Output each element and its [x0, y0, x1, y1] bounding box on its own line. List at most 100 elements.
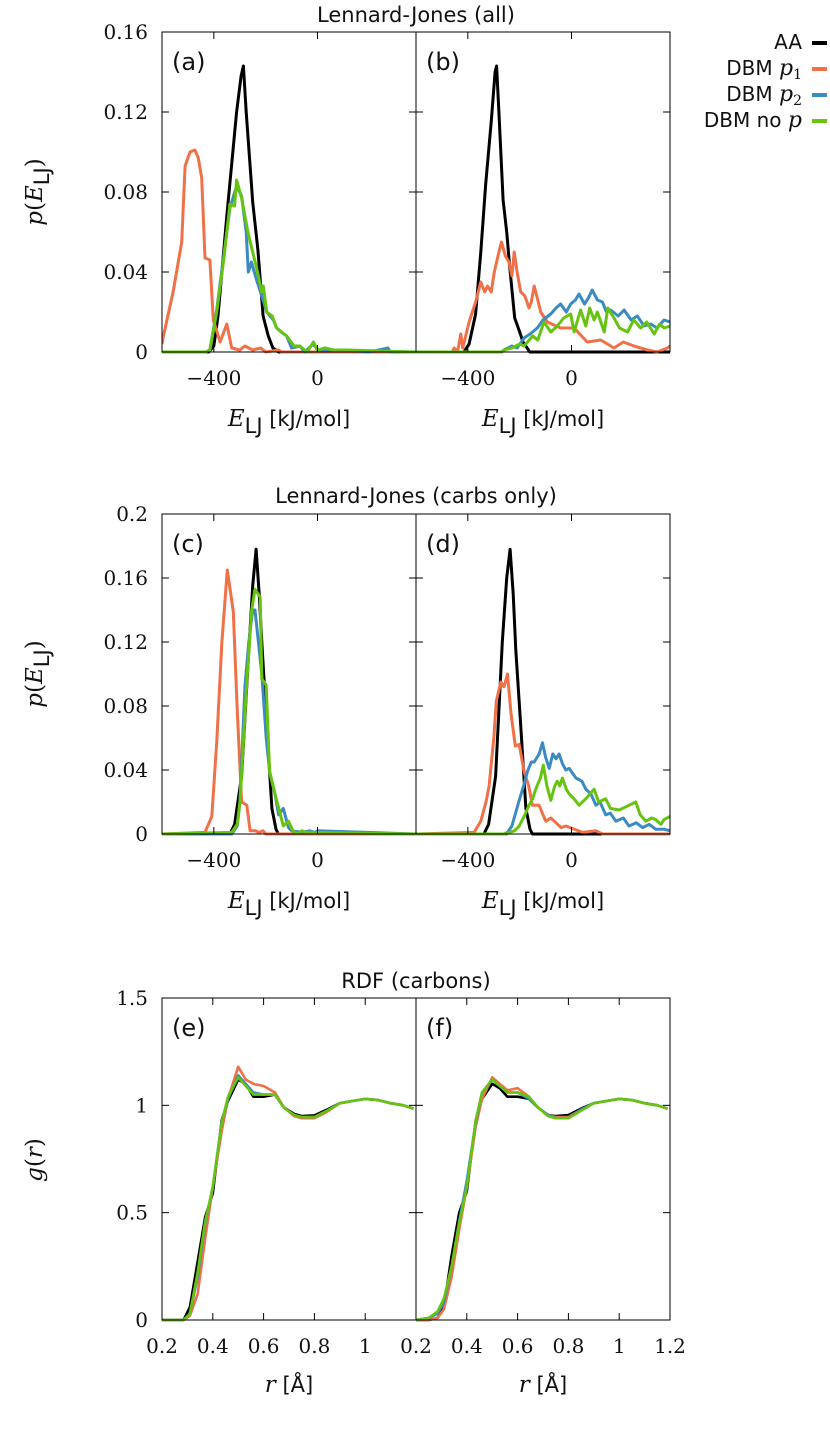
title-rdf: RDF (carbons) — [341, 969, 490, 993]
x-axis-label: ELJ [kJ/mol] — [227, 406, 350, 438]
y-tick-label: 0.16 — [103, 566, 148, 590]
y-axis-subscript: LJ — [30, 167, 54, 185]
series-line-dbm-p2 — [416, 741, 670, 836]
plot-frame — [161, 513, 417, 835]
x-tick-label: 0 — [311, 366, 324, 390]
panel-d: −400 0 (d) — [415, 513, 671, 872]
y-tick-label: 0.16 — [103, 20, 148, 44]
x-axis-label: ELJ [kJ/mol] — [227, 888, 350, 920]
series-line-dbm-no-p — [162, 178, 416, 354]
x-tick-label: 0.6 — [248, 1334, 280, 1358]
x-axis-subscript: LJ — [499, 414, 517, 438]
y-axis-label: g(r) — [22, 1138, 48, 1182]
x-axis-unit: [kJ/mol] — [263, 889, 351, 913]
y-tick-label: 0 — [135, 1308, 148, 1332]
x-axis-unit: [kJ/mol] — [517, 407, 605, 431]
series-line-dbm-p1 — [416, 1076, 668, 1322]
series-line-dbm-p1 — [162, 148, 416, 354]
y-axis-symbol: p — [22, 211, 48, 226]
series-line-aa — [416, 547, 670, 836]
y-axis-paren: ) — [22, 158, 48, 167]
x-axis-symbol: E — [481, 888, 499, 914]
plot-frame — [161, 31, 417, 353]
panel-label: (c) — [172, 530, 204, 558]
plot-frame — [415, 513, 671, 835]
legend-label: DBM p1 — [726, 56, 802, 83]
title-lj-all: Lennard-Jones (all) — [317, 3, 515, 27]
series-line-aa — [416, 64, 670, 354]
y-axis-paren: ) — [22, 640, 48, 649]
x-axis-symbol: r — [265, 1372, 278, 1398]
x-axis-subscript: LJ — [499, 896, 517, 920]
series-line-dbm-p2 — [162, 184, 416, 354]
x-tick-label: 0.8 — [298, 1334, 330, 1358]
legend-subscript: 1 — [793, 67, 802, 83]
y-tick-label: 0.5 — [116, 1201, 148, 1225]
legend-text: DBM no — [704, 108, 788, 132]
series-line-dbm-p1 — [162, 1065, 414, 1322]
series-line-dbm-no-p — [416, 306, 670, 354]
legend-text: AA — [774, 30, 802, 54]
series-line-aa — [162, 547, 416, 836]
y-axis-arg: r — [22, 1145, 48, 1158]
panel-f: 0.2 0.4 0.6 0.8 1 1.2 (f) — [400, 997, 686, 1358]
x-axis-label: r [Å] — [519, 1371, 567, 1398]
series-line-dbm-no-p — [162, 1076, 414, 1322]
plot-frame — [415, 31, 671, 353]
legend-label: AA — [774, 30, 802, 54]
y-axis-symbol: p — [22, 693, 48, 708]
y-tick-label: 0 — [135, 340, 148, 364]
panel-c: 0 0.04 0.08 0.12 0.16 0.2 −400 0 (c) — [103, 502, 417, 872]
panel-a: 0 0.04 0.08 0.12 0.16 −400 0 (a) — [103, 20, 417, 390]
series-line-dbm-p1 — [416, 240, 670, 354]
x-axis-subscript: LJ — [245, 896, 263, 920]
panel-e: 0 0.5 1 1.5 0.2 0.4 0.6 0.8 1 (e) — [116, 986, 417, 1358]
y-tick-label: 0 — [135, 822, 148, 846]
y-tick-label: 1 — [135, 1093, 148, 1117]
x-tick-label: 1.2 — [654, 1334, 686, 1358]
x-tick-label: −400 — [186, 366, 241, 390]
x-axis-symbol: E — [481, 406, 499, 432]
x-tick-label: 0.6 — [502, 1334, 534, 1358]
x-axis-symbol: E — [227, 888, 245, 914]
x-axis-label: ELJ [kJ/mol] — [481, 406, 604, 438]
x-axis-unit: [Å] — [276, 1371, 313, 1397]
series-line-aa — [416, 1082, 668, 1322]
x-axis-unit: [kJ/mol] — [263, 407, 351, 431]
x-axis-unit: [Å] — [530, 1371, 567, 1397]
series-line-dbm-no-p — [416, 1078, 668, 1322]
legend-text: DBM — [726, 56, 779, 80]
legend-math: p — [779, 82, 793, 107]
x-tick-label: −400 — [440, 848, 495, 872]
series-line-dbm-no-p — [162, 587, 416, 836]
x-tick-label: 0.2 — [146, 1334, 178, 1358]
y-axis-paren: ) — [22, 1138, 48, 1147]
x-axis-symbol: E — [227, 406, 245, 432]
x-axis-subscript: LJ — [245, 414, 263, 438]
y-tick-label: 0.04 — [103, 260, 148, 284]
x-tick-label: 0.4 — [451, 1334, 483, 1358]
legend-text: DBM — [726, 82, 779, 106]
plot-frame — [415, 997, 671, 1321]
x-tick-label: 0 — [565, 366, 578, 390]
x-axis-symbol: r — [519, 1372, 532, 1398]
y-tick-label: 0.04 — [103, 758, 148, 782]
y-tick-label: 0.12 — [103, 100, 148, 124]
x-tick-label: 1 — [359, 1334, 372, 1358]
y-axis-paren: ( — [22, 1158, 48, 1167]
y-axis-label: p(ELJ) — [22, 640, 54, 707]
y-axis-subscript: LJ — [30, 649, 54, 667]
y-tick-label: 0.08 — [103, 180, 148, 204]
x-tick-label: 0 — [311, 848, 324, 872]
y-axis-arg: E — [22, 667, 48, 685]
y-tick-label: 1.5 — [116, 986, 148, 1010]
x-axis-unit: [kJ/mol] — [517, 889, 605, 913]
panel-label: (b) — [426, 48, 460, 76]
legend-label: DBM p2 — [726, 82, 802, 109]
x-tick-label: 1 — [613, 1334, 626, 1358]
legend-label: DBM no p — [704, 108, 802, 133]
series-line-dbm-p1 — [416, 672, 670, 836]
series-line-dbm-p1 — [162, 568, 416, 836]
y-axis-arg: E — [22, 185, 48, 203]
